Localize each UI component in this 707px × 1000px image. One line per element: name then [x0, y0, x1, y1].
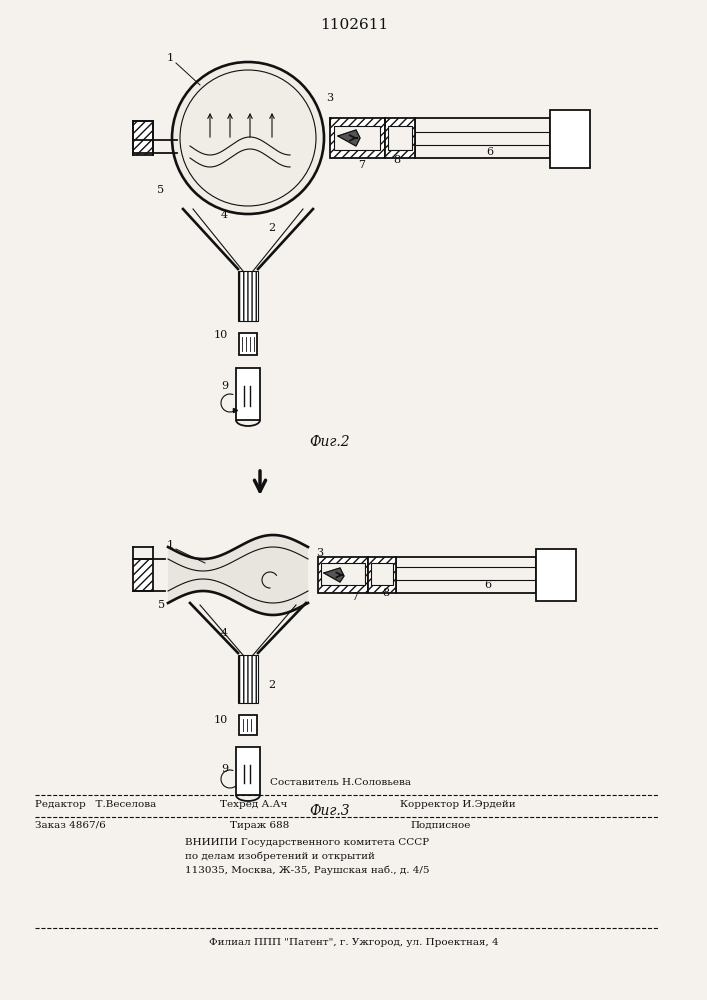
Text: 8: 8 [393, 155, 400, 165]
Text: Составитель Н.Соловьева: Составитель Н.Соловьева [270, 778, 411, 787]
Bar [133, 559, 153, 591]
Circle shape [172, 62, 324, 214]
Bar [385, 118, 415, 158]
Text: ВНИИПИ Государственного комитета СССР: ВНИИПИ Государственного комитета СССР [185, 838, 429, 847]
Bar [368, 557, 396, 593]
Text: Тираж 688: Тираж 688 [230, 821, 289, 830]
Text: 5: 5 [158, 600, 165, 610]
Bar [550, 110, 590, 168]
Text: 9: 9 [221, 764, 228, 774]
Text: 1: 1 [166, 540, 173, 550]
Bar [238, 271, 258, 321]
Text: 2: 2 [268, 680, 275, 690]
Text: 6: 6 [486, 147, 493, 157]
Bar [239, 333, 257, 355]
Polygon shape [168, 535, 308, 615]
Bar [396, 557, 536, 593]
Bar [236, 368, 260, 420]
Text: 8: 8 [382, 588, 389, 598]
Text: 1102611: 1102611 [320, 18, 388, 32]
Polygon shape [324, 568, 344, 582]
Bar [318, 557, 368, 593]
Text: 5: 5 [157, 185, 164, 195]
Bar [239, 715, 257, 735]
Text: 3: 3 [327, 93, 334, 103]
Text: Филиал ППП "Патент", г. Ужгород, ул. Проектная, 4: Филиал ППП "Патент", г. Ужгород, ул. Про… [209, 938, 499, 947]
Text: по делам изобретений и открытий: по делам изобретений и открытий [185, 852, 375, 861]
Bar [236, 747, 260, 795]
Bar [330, 118, 385, 158]
Text: 6: 6 [484, 580, 491, 590]
Text: Подписное: Подписное [410, 821, 470, 830]
Text: Техред А.Ач: Техред А.Ач [220, 800, 287, 809]
Text: 2: 2 [268, 223, 275, 233]
Bar [536, 549, 576, 601]
Text: Редактор   Т.Веселова: Редактор Т.Веселова [35, 800, 156, 809]
Bar [334, 126, 380, 150]
Bar [321, 563, 365, 585]
Text: Фиг.2: Фиг.2 [310, 435, 350, 449]
Text: 10: 10 [214, 715, 228, 725]
Text: 4: 4 [221, 628, 228, 638]
Bar [388, 126, 412, 150]
Text: 7: 7 [351, 592, 358, 602]
Bar [371, 563, 393, 585]
Text: Корректор И.Эрдейи: Корректор И.Эрдейи [400, 800, 515, 809]
Bar [415, 118, 550, 158]
Text: 7: 7 [358, 160, 366, 170]
Text: 9: 9 [221, 381, 228, 391]
Text: 1: 1 [166, 53, 173, 63]
Bar [133, 121, 153, 155]
Text: 3: 3 [317, 548, 324, 558]
Text: Фиг.3: Фиг.3 [310, 804, 350, 818]
Text: Заказ 4867/6: Заказ 4867/6 [35, 821, 106, 830]
Polygon shape [338, 130, 360, 146]
Text: 4: 4 [221, 210, 228, 220]
Text: 10: 10 [214, 330, 228, 340]
Text: 113035, Москва, Ж-35, Раушская наб., д. 4/5: 113035, Москва, Ж-35, Раушская наб., д. … [185, 865, 429, 875]
Bar [238, 655, 258, 703]
